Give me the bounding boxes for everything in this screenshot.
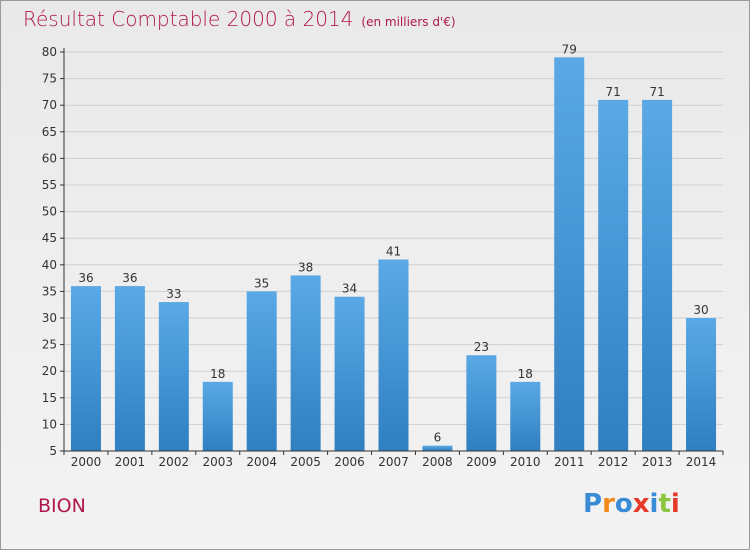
x-tick-label: 2001 <box>115 455 146 469</box>
logo-letter: P <box>583 489 603 519</box>
chart-title: Résultat Comptable 2000 à 2014 (en millie… <box>23 7 456 31</box>
x-tick-label: 2000 <box>71 455 102 469</box>
logo-letter: x <box>632 489 650 519</box>
bar <box>598 99 629 451</box>
bar <box>642 99 673 451</box>
y-tick-label: 30 <box>42 311 57 325</box>
x-tick-label: 2008 <box>422 455 453 469</box>
y-tick-label: 45 <box>42 231 57 245</box>
y-tick-label: 10 <box>42 417 57 431</box>
x-tick-label: 2013 <box>642 455 673 469</box>
x-tick-label: 2009 <box>466 455 497 469</box>
bar <box>554 57 585 451</box>
data-label: 36 <box>78 271 93 285</box>
y-tick-label: 25 <box>42 338 57 352</box>
data-label: 38 <box>298 260 313 274</box>
x-tick-label: 2003 <box>202 455 233 469</box>
x-tick-label: 2010 <box>510 455 541 469</box>
data-label: 33 <box>166 287 181 301</box>
town-name: BION <box>38 495 86 517</box>
y-tick-label: 75 <box>42 72 57 86</box>
data-label: 35 <box>254 276 269 290</box>
y-tick-label: 15 <box>42 391 57 405</box>
data-label: 36 <box>122 271 137 285</box>
x-tick-label: 2011 <box>554 455 585 469</box>
bar <box>158 302 189 451</box>
logo-letter: i <box>649 489 659 519</box>
y-tick-label: 50 <box>42 205 57 219</box>
bar <box>510 381 541 451</box>
x-tick-label: 2002 <box>159 455 190 469</box>
logo-letter: t <box>658 489 671 519</box>
data-label: 30 <box>693 303 708 317</box>
data-label: 18 <box>518 367 533 381</box>
y-tick-label: 65 <box>42 125 57 139</box>
bar <box>114 286 145 451</box>
bar <box>70 286 101 451</box>
y-tick-label: 20 <box>42 364 57 378</box>
bar <box>686 318 717 451</box>
data-label: 71 <box>649 85 664 99</box>
logo-letter: r <box>602 489 615 519</box>
data-label: 71 <box>606 85 621 99</box>
y-tick-label: 70 <box>42 98 57 112</box>
axes: 5 10 15 20 25 30 35 40 45 50 55 60 65 70 75 80 2000 2001 2… <box>42 45 724 469</box>
logo-letter: i <box>670 489 680 519</box>
y-tick-label: 40 <box>42 258 57 272</box>
y-tick-label: 80 <box>42 45 57 59</box>
bar <box>202 381 233 451</box>
bar <box>422 445 453 451</box>
data-label: 23 <box>474 340 489 354</box>
y-tick-label: 60 <box>42 151 57 165</box>
data-label: 18 <box>210 367 225 381</box>
bars: 36 36 33 18 35 38 34 41 6 23 18 79 71 71 30 <box>70 42 717 451</box>
y-tick-label: 55 <box>42 178 57 192</box>
data-label: 6 <box>434 431 442 445</box>
y-tick-label: 35 <box>42 284 57 298</box>
proxiti-logo: Proxiti <box>583 489 680 519</box>
logo-letter: o <box>614 489 633 519</box>
bar <box>290 275 321 451</box>
y-tick-label: 5 <box>49 444 57 458</box>
data-label: 41 <box>386 244 401 258</box>
unit-text: (en milliers d'€) <box>361 15 456 29</box>
bar <box>334 296 365 451</box>
bar <box>246 291 277 451</box>
data-label: 34 <box>342 282 357 296</box>
x-tick-label: 2004 <box>246 455 277 469</box>
x-tick-label: 2005 <box>290 455 321 469</box>
title-text: Résultat Comptable 2000 à 2014 <box>23 7 354 31</box>
x-tick-label: 2012 <box>598 455 629 469</box>
x-tick-label: 2014 <box>686 455 717 469</box>
bar <box>378 259 409 451</box>
x-tick-label: 2007 <box>378 455 409 469</box>
data-label: 79 <box>562 42 577 56</box>
bar <box>466 355 497 451</box>
x-tick-label: 2006 <box>334 455 365 469</box>
